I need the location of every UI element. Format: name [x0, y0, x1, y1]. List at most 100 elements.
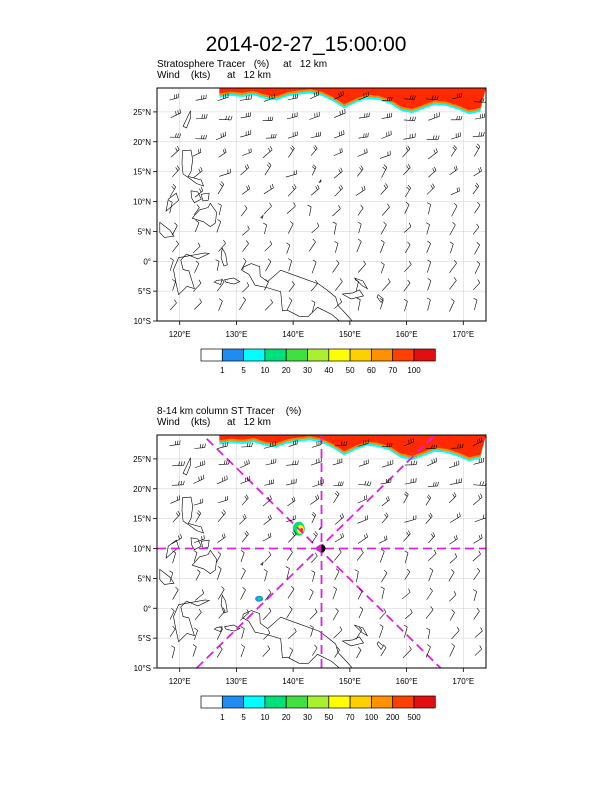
legend-swatch [243, 348, 266, 362]
wind-barb [263, 569, 268, 582]
wind-barb [240, 644, 245, 657]
wind-barb [381, 112, 393, 119]
wind-barb [169, 257, 174, 271]
coastline [260, 214, 264, 219]
wind-barb [379, 239, 385, 254]
tracer-blob-south-core [257, 597, 262, 601]
wind-barb [286, 606, 293, 619]
wind-barb [312, 479, 324, 488]
wind-barb [169, 299, 177, 311]
panel1-subtitle-line2: Wind (kts) at 12 km [157, 70, 271, 81]
wind-barb [405, 608, 413, 619]
wind-barb [404, 568, 411, 580]
legend-label: 100 [407, 366, 421, 375]
legend-swatch [200, 348, 223, 362]
wind-barb [356, 549, 364, 561]
wind-barb [334, 241, 339, 253]
wind-barb [193, 279, 202, 292]
wind-barb [404, 515, 417, 523]
wind-barb [195, 94, 207, 101]
coastline [173, 599, 211, 643]
wind-barb [402, 645, 412, 659]
wind-barb [334, 548, 342, 561]
wind-barb [172, 240, 179, 253]
wind-barb [450, 132, 461, 140]
panel-1: 120°E 130°E 140°E 150°E 160°E 170°E 25°N 20°N 15… [133, 87, 487, 339]
wind-barb [354, 279, 359, 291]
wind-barb [474, 201, 481, 214]
wind-barb [310, 131, 321, 139]
wind-barb [287, 586, 295, 599]
y-tick-label: 20°N [133, 138, 151, 147]
wind-barb [217, 495, 228, 504]
wind-barb [263, 183, 274, 195]
wind-barb [311, 222, 320, 234]
coastline [173, 252, 211, 296]
wind-barb [264, 240, 273, 252]
wind-barb [474, 627, 483, 638]
legend-swatch [200, 695, 223, 709]
wind-barb [381, 130, 392, 139]
wind-barb [380, 221, 387, 235]
wind-barb [169, 93, 179, 101]
wind-barb [473, 567, 481, 581]
panel-1-legend: 1 5 10 20 30 40 50 60 70 100 [200, 348, 436, 375]
wind-barb [334, 184, 343, 197]
wind-barb [333, 130, 345, 139]
panel-2-map [157, 435, 486, 668]
coastline [354, 277, 369, 290]
wind-barb [403, 491, 409, 504]
wind-barb [171, 279, 176, 291]
wind-barb [473, 167, 482, 177]
wind-barb [381, 203, 390, 216]
wind-barb [263, 629, 271, 640]
coastline [181, 496, 205, 534]
wind-barb [332, 204, 341, 217]
coastline [318, 179, 322, 183]
wind-barb [425, 606, 434, 619]
wind-barb [449, 298, 455, 312]
wind-barb [404, 550, 409, 564]
wind-barb [240, 567, 246, 580]
wind-barb [451, 145, 457, 157]
wind-barb [334, 90, 344, 100]
wind-barb [380, 644, 387, 657]
legend-label: 20 [282, 713, 291, 722]
wind-barb [403, 530, 411, 542]
wind-barb [288, 281, 295, 292]
legend-swatch [221, 348, 244, 362]
legend-label: 100 [365, 713, 379, 722]
wind-barb [308, 238, 316, 252]
legend-label: 60 [367, 366, 376, 375]
wind-barb [450, 187, 460, 195]
cross-line-diagonal-b [196, 435, 436, 668]
legend-swatch [392, 348, 415, 362]
wind-barb [217, 586, 225, 600]
wind-barb [215, 259, 220, 271]
wind-barb [264, 299, 273, 311]
coastline [182, 110, 191, 129]
x-tick-label: 150°E [339, 330, 361, 339]
wind-barb [265, 258, 272, 272]
wind-barb [309, 588, 314, 601]
wind-barb [288, 145, 295, 158]
wind-barb [427, 148, 438, 160]
wind-barb [193, 498, 204, 506]
legend-swatch [307, 348, 330, 362]
wind-barb [357, 588, 363, 600]
wind-barb [311, 259, 317, 274]
legend-swatch [371, 695, 394, 709]
legend-swatch [264, 348, 287, 362]
wind-barb [449, 535, 458, 545]
wind-barb [403, 279, 411, 292]
legend-swatch [349, 348, 372, 362]
wind-barb [309, 608, 318, 620]
legend-label: 1 [220, 713, 225, 722]
wind-barb [426, 457, 437, 467]
coastline [182, 457, 191, 476]
legend-label: 30 [303, 366, 312, 375]
wind-barb [357, 165, 364, 177]
wind-barb [332, 458, 343, 466]
legend-label: 30 [303, 713, 312, 722]
wind-barb [215, 131, 227, 141]
